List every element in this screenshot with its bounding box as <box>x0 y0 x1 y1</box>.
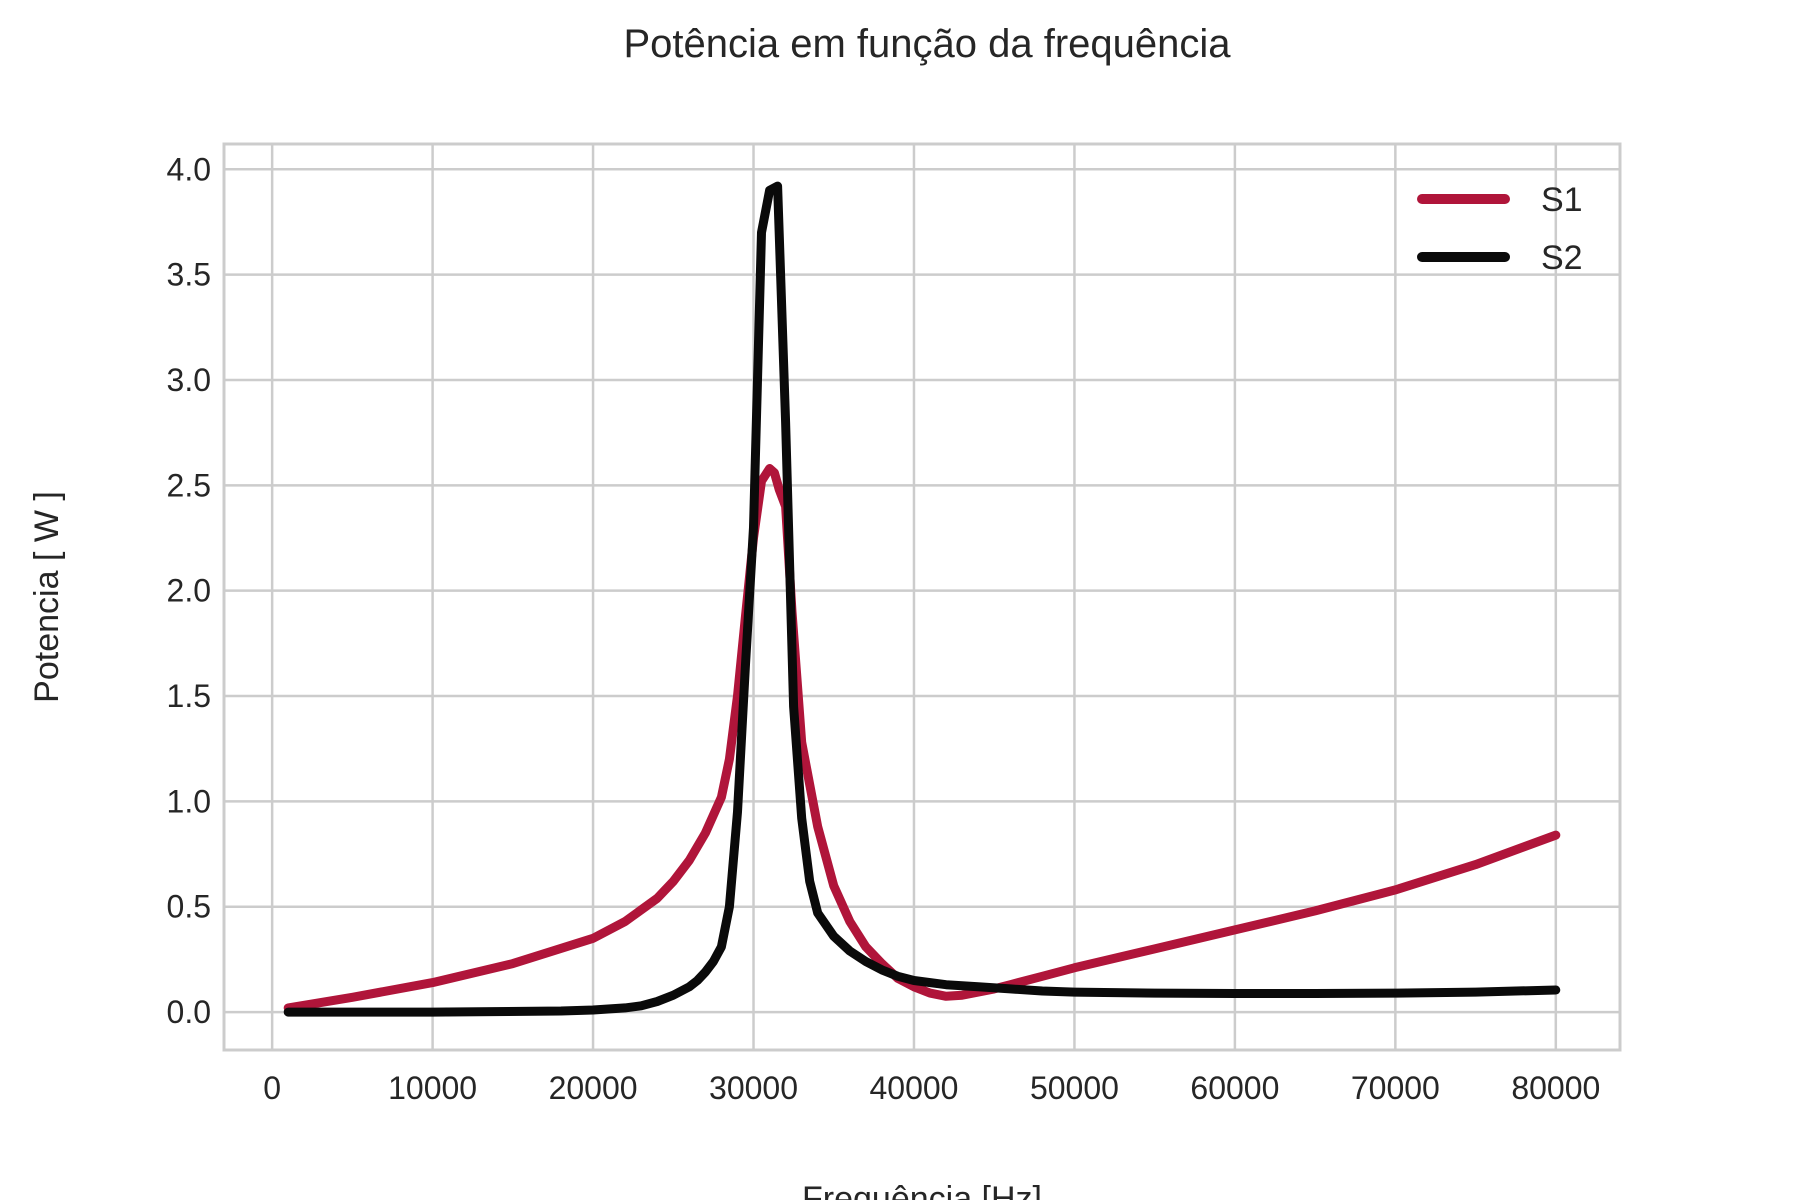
grid <box>224 144 1620 1050</box>
series-line-s2 <box>283 181 1561 1017</box>
series-line-s1 <box>283 464 1561 1013</box>
legend-label-s1: S1 <box>1541 181 1583 219</box>
x-tick-label: 10000 <box>388 1070 477 1106</box>
y-axis-ticks: 0.0 0.5 1.0 1.5 2.0 2.5 3.0 3.5 4.0 <box>167 151 211 1030</box>
y-tick-label: 1.5 <box>167 678 211 714</box>
x-tick-label: 20000 <box>549 1070 638 1106</box>
plot-frame <box>222 142 1622 1052</box>
chart-title: Potência em função da frequência <box>623 22 1231 66</box>
x-tick-label: 30000 <box>709 1070 798 1106</box>
series-lines <box>283 181 1561 1017</box>
y-tick-label: 0.5 <box>167 889 211 925</box>
legend-label-s2: S2 <box>1541 239 1583 277</box>
x-tick-label: 70000 <box>1351 1070 1440 1106</box>
x-axis-label: Frequência [Hz] <box>802 1180 1042 1200</box>
y-tick-label: 0.0 <box>167 994 211 1030</box>
y-tick-label: 3.5 <box>167 257 211 293</box>
y-tick-label: 1.0 <box>167 783 211 819</box>
legend: S1 S2 <box>1417 181 1583 277</box>
y-tick-label: 3.0 <box>167 362 211 398</box>
x-tick-label: 0 <box>263 1070 281 1106</box>
y-tick-label: 4.0 <box>167 151 211 187</box>
y-tick-label: 2.5 <box>167 467 211 503</box>
y-tick-label: 2.0 <box>167 573 211 609</box>
x-tick-label: 60000 <box>1190 1070 1279 1106</box>
y-axis-label: Potencia [ W ] <box>28 491 66 703</box>
x-tick-label: 80000 <box>1511 1070 1600 1106</box>
x-axis-ticks: 0 10000 20000 30000 40000 50000 60000 70000 8000… <box>263 1070 1600 1106</box>
x-tick-label: 40000 <box>869 1070 958 1106</box>
x-tick-label: 50000 <box>1030 1070 1119 1106</box>
